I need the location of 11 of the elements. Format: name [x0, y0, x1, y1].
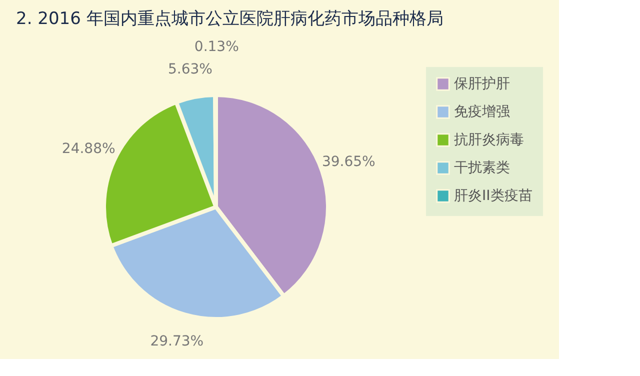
legend-label: 干扰素类: [454, 160, 510, 176]
chart-title: 2. 2016 年国内重点城市公立医院肝病化药市场品种格局: [16, 9, 444, 29]
legend-label: 保肝护肝: [454, 76, 510, 92]
legend-label: 免疫增强: [454, 104, 510, 120]
data-label: 5.63%: [168, 61, 212, 78]
legend-label: 肝炎II类疫苗: [454, 188, 532, 204]
data-label: 29.73%: [150, 333, 204, 350]
data-label: 39.65%: [322, 154, 376, 170]
legend-label: 抗肝炎病毒: [454, 132, 524, 148]
data-label: 24.88%: [62, 140, 116, 157]
data-label: 0.13%: [194, 39, 239, 55]
